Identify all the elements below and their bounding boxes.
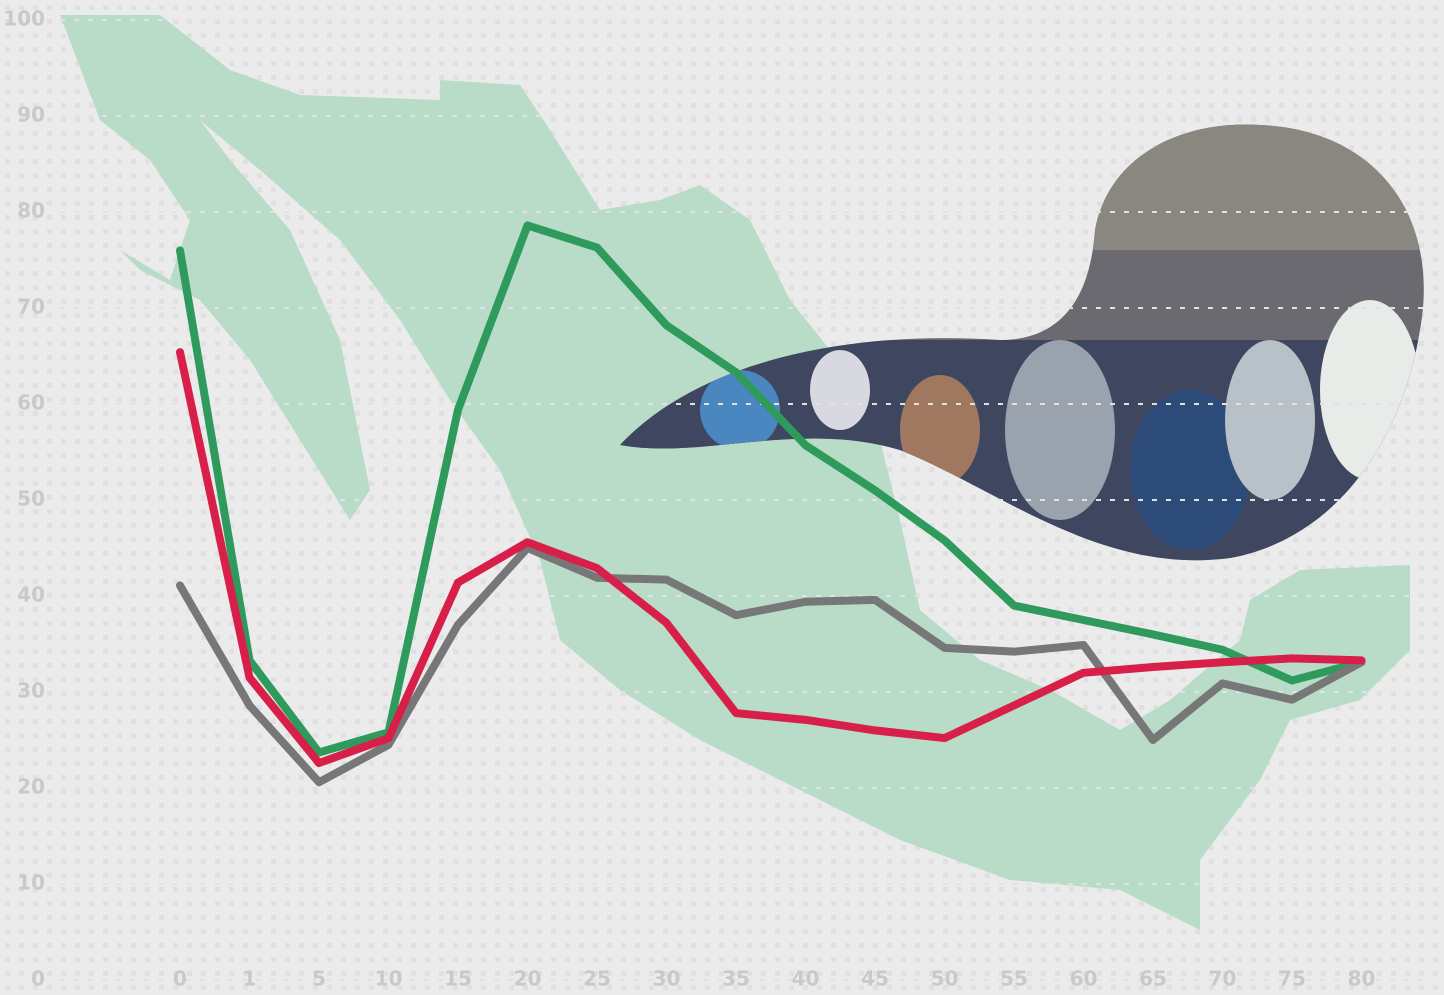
y-tick-label: 70	[17, 295, 45, 319]
y-tick-label: 10	[17, 871, 45, 895]
x-tick-label: 1	[243, 967, 257, 991]
x-tick-label: 70	[1209, 967, 1237, 991]
y-tick-label: 50	[17, 487, 45, 511]
chart: 0102030405060708090100015101520253035404…	[0, 0, 1444, 995]
x-tick-label: 40	[792, 967, 820, 991]
y-tick-label: 40	[17, 583, 45, 607]
x-tick-label: 60	[1070, 967, 1098, 991]
x-tick-label: 20	[514, 967, 542, 991]
y-tick-label: 80	[17, 199, 45, 223]
y-tick-label: 0	[31, 967, 45, 991]
y-tick-label: 20	[17, 775, 45, 799]
y-tick-label: 90	[17, 103, 45, 127]
y-tick-label: 60	[17, 391, 45, 415]
x-tick-label: 5	[312, 967, 326, 991]
x-tick-label: 25	[583, 967, 611, 991]
x-tick-label: 55	[1000, 967, 1028, 991]
x-tick-label: 75	[1278, 967, 1306, 991]
x-tick-label: 65	[1139, 967, 1167, 991]
x-tick-label: 10	[375, 967, 403, 991]
x-tick-label: 15	[444, 967, 472, 991]
x-tick-label: 30	[653, 967, 681, 991]
x-tick-label: 35	[722, 967, 750, 991]
x-tick-label: 80	[1348, 967, 1376, 991]
x-tick-label: 45	[861, 967, 889, 991]
x-tick-label: 50	[931, 967, 959, 991]
y-tick-label: 30	[17, 679, 45, 703]
y-tick-label: 100	[3, 7, 45, 31]
x-tick-label: 0	[173, 967, 187, 991]
